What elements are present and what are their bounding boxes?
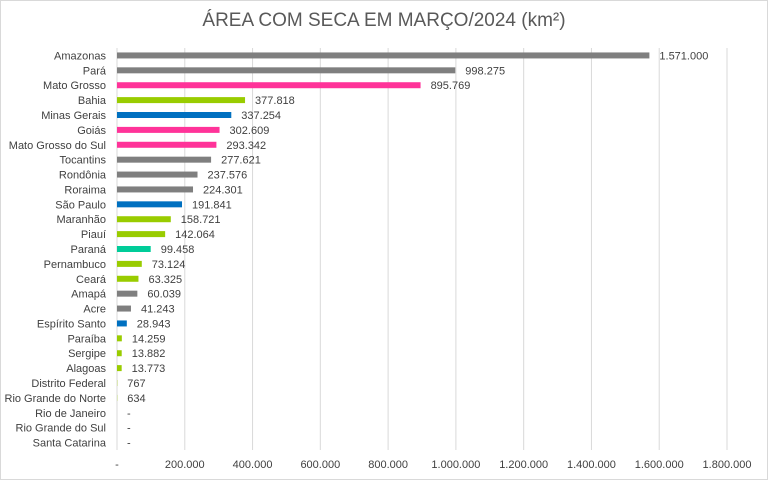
data-label: 28.943	[137, 318, 171, 330]
data-label: 337.254	[241, 110, 281, 122]
category-label: Alagoas	[66, 363, 106, 375]
bar	[117, 335, 122, 342]
category-label: Roraima	[64, 184, 106, 196]
data-label: 14.259	[132, 333, 166, 345]
bar	[117, 186, 194, 193]
bar	[117, 126, 220, 133]
chart-title: ÁREA COM SECA EM MARÇO/2024 (km²)	[202, 10, 566, 31]
category-label: Rondônia	[59, 170, 107, 182]
data-label: 63.325	[148, 274, 182, 286]
data-label: 191.841	[192, 199, 232, 211]
category-label: Acre	[83, 304, 106, 316]
x-tick-label: -	[115, 459, 119, 471]
data-label: 237.576	[208, 170, 248, 182]
data-label: 60.039	[147, 289, 181, 301]
category-label: Santa Catarina	[33, 438, 107, 450]
data-label: -	[127, 423, 131, 435]
x-tick-label: 600.000	[300, 459, 340, 471]
category-label: Pernambuco	[44, 259, 106, 271]
category-label: Ceará	[76, 274, 107, 286]
category-label: Espírito Santo	[37, 318, 106, 330]
bar	[117, 290, 138, 297]
bar	[117, 67, 456, 74]
category-label: Piauí	[81, 229, 106, 241]
data-label: 895.769	[431, 80, 471, 92]
data-label: 13.773	[132, 363, 166, 375]
x-tick-label: 1.600.000	[635, 459, 684, 471]
data-label: 1.571.000	[659, 50, 708, 62]
category-label: Amapá	[71, 289, 107, 301]
bar	[117, 365, 122, 372]
category-label: Paraná	[71, 244, 107, 256]
data-label: 224.301	[203, 184, 243, 196]
bar	[117, 112, 232, 118]
category-label: Goiás	[77, 125, 106, 137]
category-label: São Paulo	[55, 199, 106, 211]
category-label: Maranhão	[56, 214, 106, 226]
x-tick-label: 1.000.000	[431, 459, 480, 471]
x-tick-label: 1.800.000	[703, 459, 752, 471]
bar	[117, 201, 183, 208]
category-label: Tocantins	[60, 155, 107, 167]
x-tick-label: 400.000	[233, 459, 273, 471]
bar	[117, 141, 217, 148]
data-label: 73.124	[152, 259, 186, 271]
data-label: 767	[127, 378, 145, 390]
x-tick-label: 800.000	[368, 459, 408, 471]
data-label: 998.275	[465, 65, 505, 77]
x-tick-label: 200.000	[165, 459, 205, 471]
category-label: Paraíba	[67, 333, 106, 345]
bar	[117, 231, 166, 238]
data-label: -	[127, 408, 131, 420]
data-label: 41.243	[141, 304, 175, 316]
category-label: Distrito Federal	[31, 378, 106, 390]
data-label: 142.064	[175, 229, 215, 241]
bar	[117, 97, 246, 104]
data-label: 277.621	[221, 155, 261, 167]
data-label: 158.721	[181, 214, 221, 226]
bar	[117, 350, 122, 357]
category-label: Rio Grande do Sul	[16, 423, 107, 435]
data-label: 377.818	[255, 95, 295, 107]
category-label: Minas Gerais	[41, 110, 106, 122]
category-label: Rio Grande do Norte	[5, 393, 107, 405]
category-label: Sergipe	[68, 348, 106, 360]
bar	[117, 246, 151, 252]
category-label: Mato Grosso do Sul	[9, 140, 106, 152]
bar	[117, 52, 650, 59]
data-label: -	[127, 438, 131, 450]
category-label: Pará	[83, 65, 107, 77]
bar	[117, 260, 142, 267]
bar	[117, 216, 171, 223]
data-label: 302.609	[230, 125, 270, 137]
bar	[117, 171, 198, 178]
category-label: Amazonas	[54, 50, 106, 62]
data-label: 293.342	[226, 140, 266, 152]
bar	[117, 320, 127, 327]
category-label: Mato Grosso	[43, 80, 106, 92]
x-tick-label: 1.200.000	[499, 459, 548, 471]
bar	[117, 275, 139, 282]
bar	[117, 156, 212, 163]
bar	[117, 82, 421, 89]
data-label: 634	[127, 393, 145, 405]
category-label: Rio de Janeiro	[35, 408, 106, 420]
data-label: 13.882	[132, 348, 166, 360]
bar	[117, 305, 131, 312]
x-tick-label: 1.400.000	[567, 459, 616, 471]
category-label: Bahia	[78, 95, 107, 107]
data-label: 99.458	[161, 244, 195, 256]
